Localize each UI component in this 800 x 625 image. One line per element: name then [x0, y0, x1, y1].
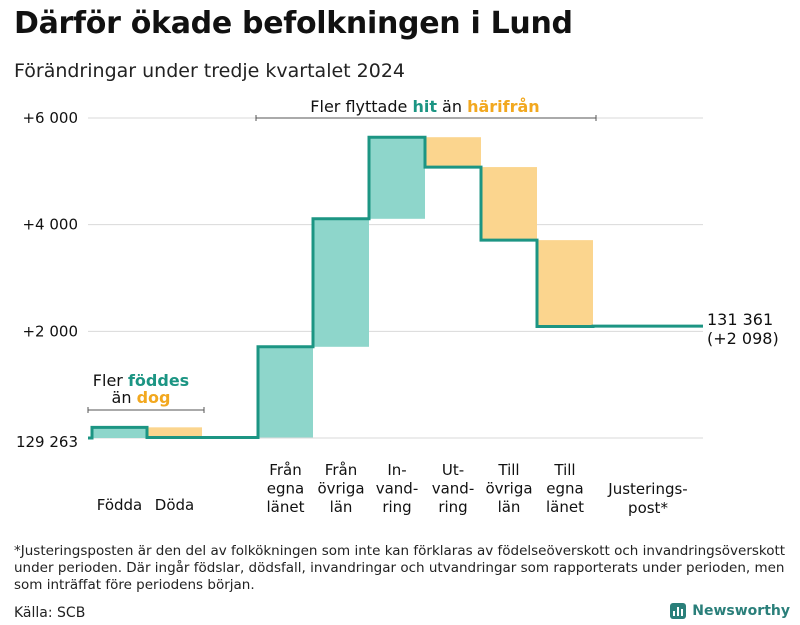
category-label: In- [387, 461, 406, 479]
category-label: egna [267, 480, 304, 498]
baseline-label: 129 263 [16, 433, 78, 451]
bar-chart-icon [670, 603, 687, 619]
annotation-highlight-orange: dog [137, 388, 171, 407]
bar-3 [313, 218, 369, 347]
bar-2 [258, 346, 313, 438]
migration-annotation: Fler flyttade hit än härifrån [310, 97, 539, 116]
category-label: Från [269, 461, 301, 479]
bar-1 [147, 427, 202, 438]
category-label: Till [553, 461, 575, 479]
chart-subtitle: Förändringar under tredje kvartalet 2024 [14, 60, 406, 82]
annotation-text-part: än [437, 97, 467, 116]
category-label: övriga [317, 480, 364, 498]
category-label: ring [382, 498, 411, 516]
category-label: Justerings- [607, 480, 687, 498]
end-value-label: 131 361 [707, 310, 773, 329]
category-label: post* [628, 499, 668, 517]
category-label: Döda [155, 496, 194, 514]
category-label: Till [497, 461, 519, 479]
y-tick-label: +2 000 [22, 322, 78, 340]
chart-title: Därför ökade befolkningen i Lund [14, 6, 573, 41]
logo-text: Newsworthy [692, 603, 790, 619]
bar-7 [537, 240, 593, 327]
annotation-text-part: hit [412, 97, 437, 116]
annotation-text-part: härifrån [467, 97, 540, 116]
bar-6 [481, 167, 537, 241]
category-label: Födda [97, 496, 143, 514]
annotation-text: än [112, 388, 137, 407]
cumulative-step-line [88, 135, 703, 440]
bar-4 [369, 137, 425, 219]
births-annotation-line1: Fler föddes [93, 371, 189, 390]
category-label: län [498, 498, 521, 516]
category-label: vand- [376, 480, 419, 498]
y-tick-label: +4 000 [22, 216, 78, 234]
category-label: län [330, 498, 353, 516]
category-label: egna [546, 480, 583, 498]
category-label: övriga [485, 480, 532, 498]
newsworthy-logo: Newsworthy [670, 603, 790, 619]
category-label: vand- [432, 480, 475, 498]
bar-5 [425, 137, 481, 168]
annotation-text: Fler [93, 371, 128, 390]
bar-0 [92, 427, 147, 438]
y-tick-label: +6 000 [22, 109, 78, 127]
category-label: ring [438, 498, 467, 516]
births-annotation-line2: än dog [112, 388, 171, 407]
source-note: Källa: SCB [14, 605, 86, 621]
footnote: *Justeringsposten är den del av folkökni… [14, 543, 786, 593]
category-label: länet [546, 498, 584, 516]
annotation-text-part: Fler flyttade [310, 97, 412, 116]
end-change-label: (+2 098) [707, 329, 779, 348]
annotation-highlight-teal: föddes [128, 371, 189, 390]
category-label: Från [325, 461, 357, 479]
category-label: länet [267, 498, 305, 516]
category-label: Ut- [442, 461, 464, 479]
